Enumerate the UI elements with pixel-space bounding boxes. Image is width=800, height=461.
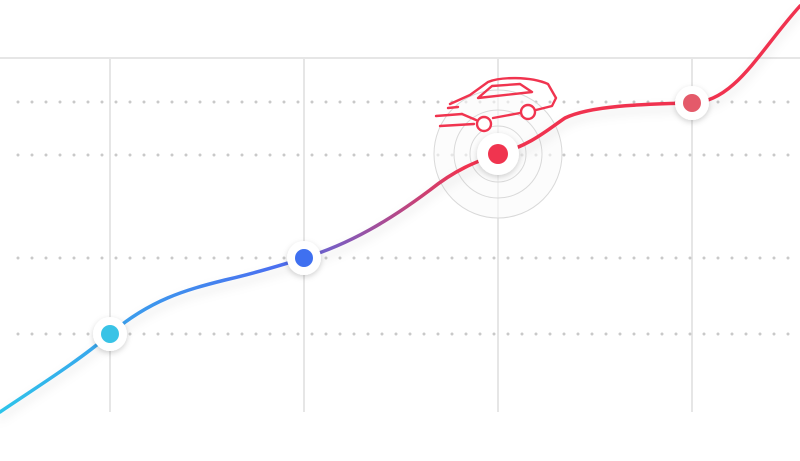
milestone-2[interactable] (287, 241, 321, 275)
dotted-grid-rows (16, 100, 800, 336)
route-line (0, 4, 800, 414)
milestone-3[interactable] (477, 133, 519, 175)
milestone-4[interactable] (675, 86, 709, 120)
vertical-grid-lines (109, 58, 693, 412)
milestone-points (93, 86, 709, 351)
milestone-1[interactable] (93, 317, 127, 351)
car-icon (434, 76, 558, 133)
